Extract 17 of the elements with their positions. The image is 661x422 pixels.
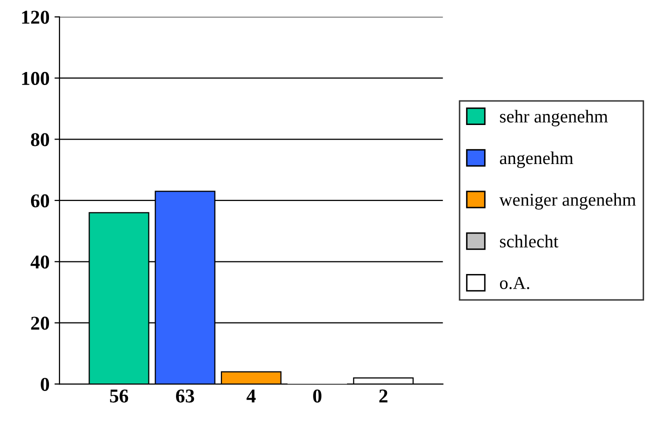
legend-label: schlecht (500, 234, 558, 248)
legend-label: angenehm (500, 152, 574, 168)
y-tick-label: 100 (22, 72, 50, 86)
x-tick-label: 2 (379, 390, 388, 402)
y-tick-label: 120 (22, 10, 50, 24)
x-tick-label: 4 (246, 390, 256, 402)
x-tick-label: 0 (313, 389, 322, 403)
y-tick-label: 60 (30, 194, 50, 208)
legend-label: o.A. (500, 276, 530, 290)
legend-label: sehr angenehm (500, 110, 608, 126)
y-tick-label: 20 (31, 316, 50, 330)
x-tick-label: 56 (110, 390, 128, 403)
y-tick-label: 0 (40, 378, 50, 391)
x-tick-label: 63 (176, 390, 194, 403)
legend-label: weniger angenehm (499, 193, 636, 210)
y-tick-label: 80 (30, 133, 50, 146)
y-tick-label: 40 (30, 255, 50, 269)
